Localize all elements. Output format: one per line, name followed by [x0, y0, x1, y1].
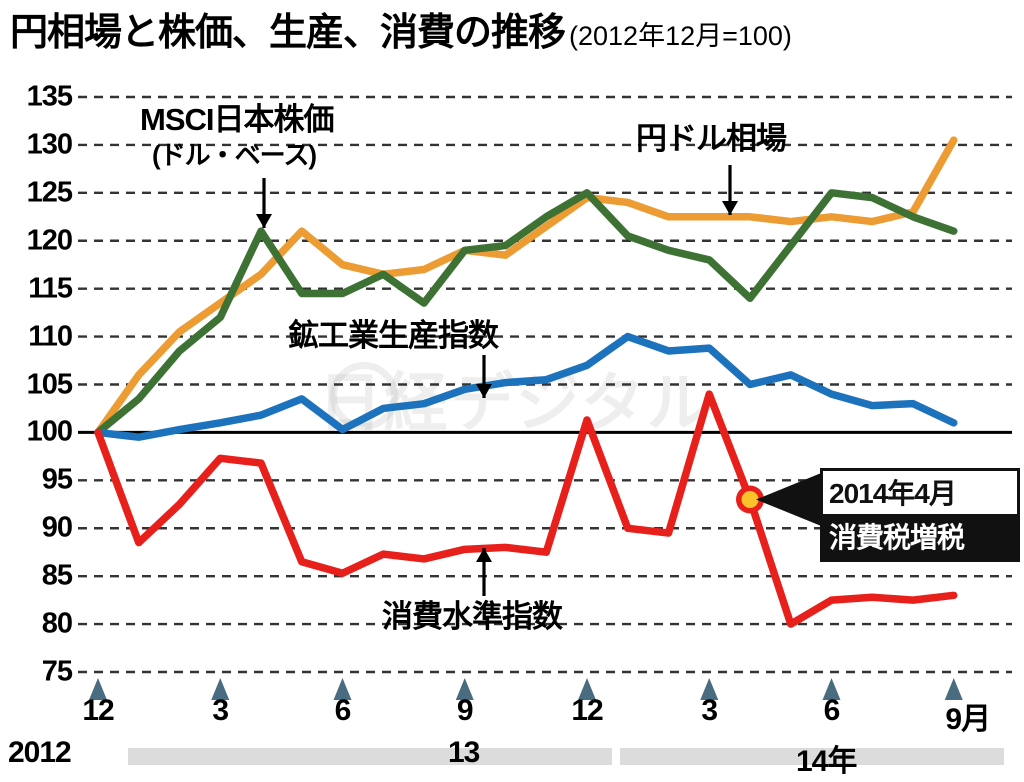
series-line — [94, 332, 958, 441]
y-tick-label-130: 130 — [26, 128, 73, 161]
series-line — [94, 390, 958, 628]
y-tick-label-95: 95 — [41, 463, 73, 496]
annotation-arrows — [256, 165, 738, 596]
marker-dot — [741, 491, 759, 508]
y-tick-label-75: 75 — [41, 655, 73, 688]
y-tick-label-125: 125 — [26, 176, 73, 209]
data-series-group — [94, 136, 958, 628]
callout-line-2: 消費税増税 — [823, 514, 1017, 559]
page-title: 円相場と株価、生産、消費の推移 (2012年12月=100) — [10, 14, 792, 52]
year-bar-2013 — [128, 748, 612, 765]
y-tick-label-120: 120 — [26, 224, 73, 257]
x-tick-label-7: 9月 — [945, 703, 991, 736]
x-tick-label-1: 3 — [212, 694, 229, 727]
x-tick-label-2: 6 — [334, 694, 352, 727]
y-tick-label-135: 135 — [26, 80, 73, 113]
watermark-circle-icon — [330, 362, 398, 430]
annotation-production: 鉱工業生産指数 — [288, 318, 499, 353]
x-tick-arrows — [89, 678, 963, 700]
year-label-2014: 14年 — [796, 745, 857, 778]
annotation-consumption: 消費水準指数 — [382, 599, 563, 634]
x-tick-label-5: 3 — [701, 694, 718, 727]
x-tick-label-4: 12 — [571, 694, 603, 727]
y-tick-label-90: 90 — [41, 511, 73, 544]
y-tick-label-80: 80 — [41, 607, 73, 640]
title-main: 円相場と株価、生産、消費の推移 — [10, 12, 566, 54]
year-label-2012: 2012 — [8, 736, 72, 769]
series-line — [94, 189, 958, 437]
y-tick-label-115: 115 — [28, 272, 73, 305]
callout-tail — [756, 473, 820, 526]
data-markers — [736, 485, 764, 514]
year-bar-2014 — [620, 748, 1004, 765]
annotation-stock-line2: (ドル・ベース) — [152, 140, 317, 170]
title-subtitle: (2012年12月=100) — [569, 21, 792, 51]
x-tick-label-6: 6 — [823, 694, 841, 727]
year-row: 2012 13 14年 — [0, 736, 1024, 778]
gridlines — [78, 95, 1012, 674]
callout-line-1: 2014年4月 — [823, 471, 1017, 514]
annotation-stock-line1: MSCI日本株価 — [140, 102, 334, 137]
y-tick-label-105: 105 — [26, 368, 73, 400]
x-tick-label-0: 12 — [82, 694, 114, 727]
y-tick-label-100: 100 — [26, 415, 73, 448]
y-tick-label-110: 110 — [28, 320, 73, 353]
year-label-2013: 13 — [448, 736, 480, 769]
annotation-fx: 円ドル相場 — [636, 121, 787, 156]
x-tick-label-3: 9 — [456, 694, 474, 727]
callout-box: 2014年4月 消費税増税 — [820, 468, 1020, 562]
y-tick-label-85: 85 — [41, 559, 73, 592]
